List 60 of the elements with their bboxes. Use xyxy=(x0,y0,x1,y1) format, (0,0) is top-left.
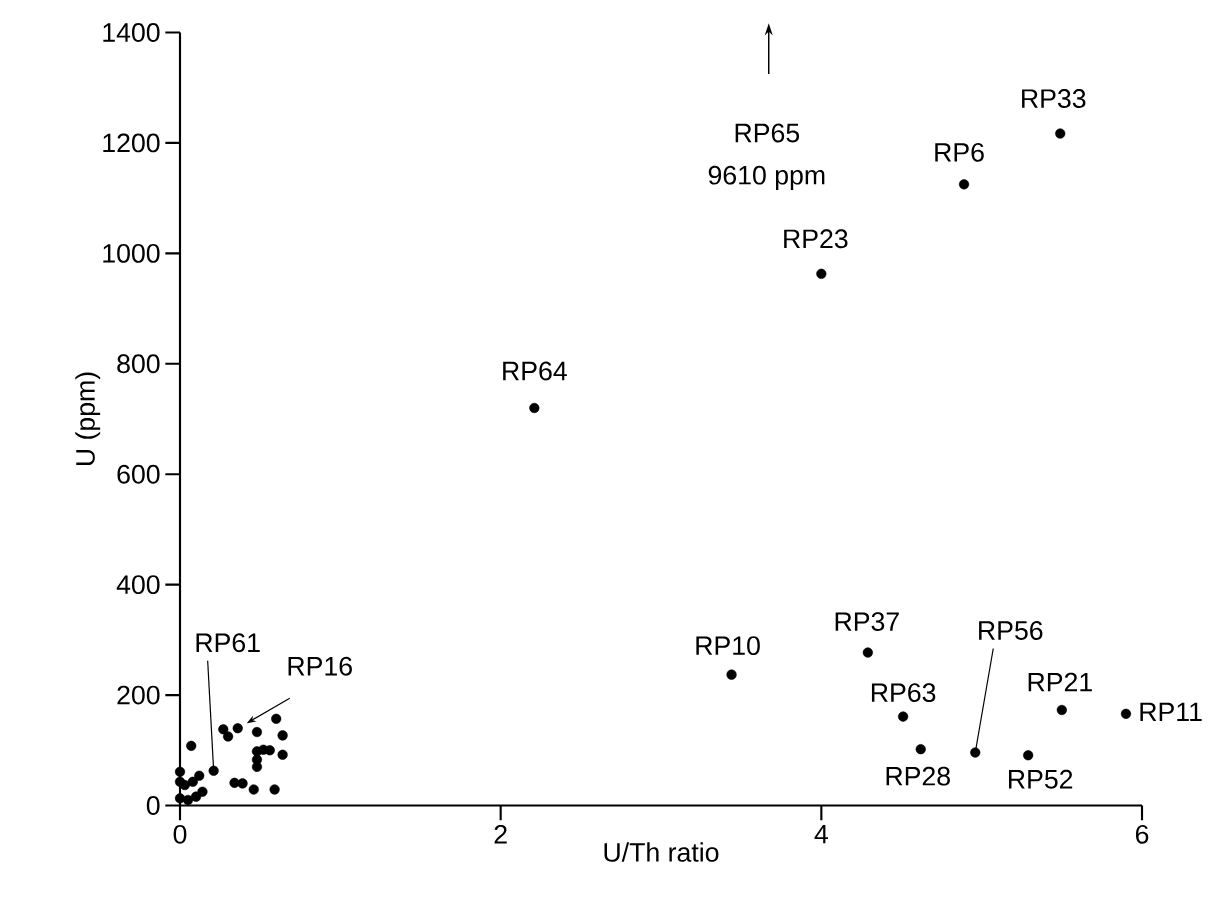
annotation: RP10 xyxy=(696,636,760,656)
y-tick-label: 1000 xyxy=(103,243,160,263)
y-tick-label: 1200 xyxy=(103,133,160,153)
annotation: RP37 xyxy=(835,612,899,631)
point xyxy=(190,791,202,802)
point xyxy=(194,770,205,781)
annotation: RP23 xyxy=(784,229,848,249)
point xyxy=(232,723,243,734)
point xyxy=(970,747,981,758)
y-tick-label: 0 xyxy=(146,796,160,815)
x-tick-label: 2 xyxy=(494,824,507,844)
point xyxy=(218,724,229,735)
y-tick-label: 600 xyxy=(117,464,160,484)
y-tick-label: 1400 xyxy=(103,23,160,42)
point xyxy=(726,669,737,680)
point xyxy=(915,744,926,755)
point xyxy=(1056,704,1067,716)
annotation: RP64 xyxy=(503,361,567,381)
point xyxy=(277,749,288,760)
point xyxy=(237,778,248,789)
x-tick-label: 4 xyxy=(814,824,828,844)
point xyxy=(186,740,197,751)
annotation: RP16 xyxy=(288,656,352,676)
point xyxy=(182,794,194,806)
point xyxy=(248,784,259,795)
point xyxy=(251,727,263,738)
point xyxy=(898,711,909,722)
point xyxy=(862,647,873,658)
point xyxy=(816,268,827,279)
point xyxy=(1055,128,1066,139)
point xyxy=(197,786,208,797)
point xyxy=(174,766,186,777)
y-tick-label: 400 xyxy=(116,575,160,595)
annotation: RP56 xyxy=(979,621,1043,640)
point xyxy=(269,784,280,795)
annotation: 9610 ppm xyxy=(708,165,825,190)
y-tick-label: 200 xyxy=(117,685,160,705)
point xyxy=(1120,708,1132,719)
annotation: RP61 xyxy=(196,633,260,653)
annotation: RP6 xyxy=(935,142,984,162)
point xyxy=(271,713,282,724)
point xyxy=(1023,750,1034,761)
point xyxy=(529,402,540,414)
x-axis-title: U/Th ratio xyxy=(604,842,719,862)
annotation: RP33 xyxy=(1022,89,1086,108)
annotation: RP21 xyxy=(1028,672,1092,692)
point xyxy=(277,730,288,741)
x-tick-label: 0 xyxy=(173,824,187,844)
point xyxy=(223,731,234,742)
y-axis-title: U (ppm) xyxy=(75,372,101,466)
x-tick-label: 6 xyxy=(1135,824,1149,844)
annotation: RP11 xyxy=(1140,702,1202,722)
point xyxy=(187,776,198,787)
point xyxy=(958,179,970,190)
annotation: RP52 xyxy=(1009,769,1073,789)
annotation: RP28 xyxy=(886,766,950,786)
y-tick-label: 800 xyxy=(117,354,160,374)
annotation: RP63 xyxy=(871,683,936,703)
annotation: RP65 xyxy=(735,123,800,143)
point xyxy=(208,765,219,776)
